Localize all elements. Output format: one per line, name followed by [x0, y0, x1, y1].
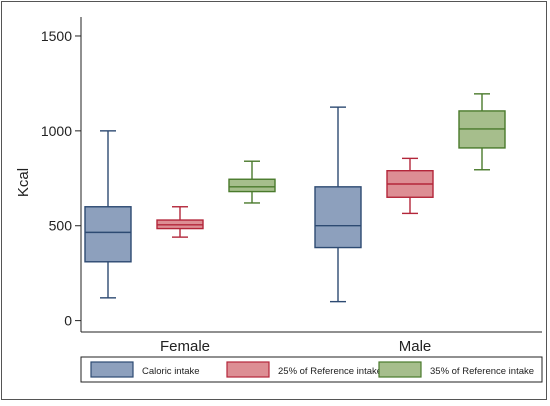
iqr-box: [228, 178, 276, 193]
box-plot-chart: 0 500 1000 1500 Kcal Female Male Caloric int…: [15, 17, 543, 383]
legend-item: 25% of Reference intake: [226, 361, 382, 378]
category-labels: Female Male: [160, 338, 431, 355]
y-tick-label: 1000: [41, 123, 72, 139]
boxes: [84, 93, 506, 303]
legend-swatch: [90, 361, 134, 378]
legend-item: Caloric intake: [90, 361, 200, 378]
x-category-label: Male: [399, 338, 432, 355]
box-1-1: [386, 157, 434, 215]
legend: Caloric intake 25% of Reference intake 35%…: [80, 356, 543, 383]
legend-label: 35% of Reference intake: [430, 366, 534, 377]
box-0-0: [84, 130, 132, 299]
box-0-1: [156, 206, 204, 238]
y-tick-label: 1500: [41, 28, 72, 44]
y-axis-label: Kcal: [15, 168, 32, 197]
iqr-box: [314, 186, 362, 249]
legend-item: 35% of Reference intake: [378, 361, 534, 378]
box-1-0: [314, 106, 362, 303]
legend-swatch: [378, 361, 422, 378]
x-category-label: Female: [160, 338, 210, 355]
y-tick-label: 0: [64, 313, 72, 329]
iqr-box: [84, 206, 132, 263]
box-1-2: [458, 93, 506, 171]
axes: 0 500 1000 1500: [41, 17, 542, 333]
chart-frame: 0 500 1000 1500 Kcal Female Male Caloric int…: [1, 1, 547, 400]
legend-label: 25% of Reference intake: [278, 366, 382, 377]
legend-label: Caloric intake: [142, 366, 200, 377]
y-tick-label: 500: [49, 218, 73, 234]
legend-box: [80, 356, 543, 383]
box-0-2: [228, 160, 276, 204]
legend-swatch: [226, 361, 270, 378]
